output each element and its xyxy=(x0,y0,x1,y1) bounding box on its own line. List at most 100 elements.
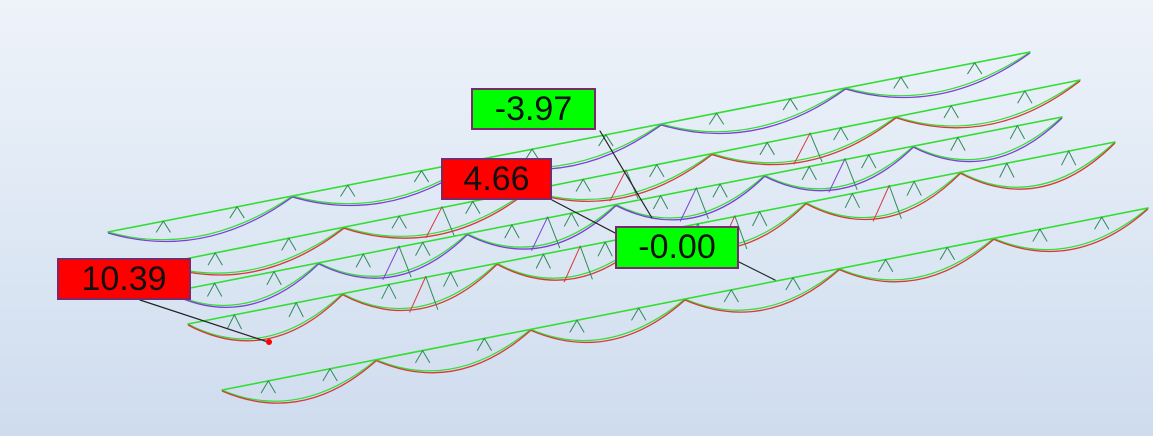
web-member xyxy=(967,62,976,75)
web-member xyxy=(450,271,459,287)
web-member xyxy=(267,380,276,394)
deformed-arc xyxy=(764,146,914,192)
web-member xyxy=(712,183,721,198)
deformed-arc xyxy=(913,117,1063,163)
web-member xyxy=(162,220,171,233)
web-member xyxy=(660,195,669,210)
bottom-chord-arc xyxy=(993,207,1149,251)
web-member xyxy=(472,200,481,214)
bottom-chord-arc xyxy=(467,204,617,248)
result-label-center[interactable]: -0.00 xyxy=(615,226,739,269)
bottom-chord-arc xyxy=(169,262,320,307)
web-member xyxy=(913,180,922,196)
web-member xyxy=(575,178,584,192)
web-member xyxy=(1068,150,1077,166)
web-member xyxy=(281,237,290,251)
web-member xyxy=(851,193,860,208)
web-member xyxy=(542,253,551,269)
web-member xyxy=(420,170,429,183)
web-member xyxy=(207,252,216,266)
deformed-arc xyxy=(960,142,1116,190)
web-member xyxy=(569,319,578,333)
web-member xyxy=(582,178,591,192)
leader-line-center xyxy=(738,261,776,281)
bottom-chord-arc xyxy=(895,79,1081,127)
web-member xyxy=(649,164,658,178)
deformed-arc xyxy=(318,234,468,279)
result-label-top[interactable]: -3.97 xyxy=(471,88,596,130)
web-member xyxy=(950,136,959,151)
diagonal-web xyxy=(441,206,455,236)
deformed-arc xyxy=(467,205,617,250)
web-member xyxy=(885,259,894,272)
web-member xyxy=(362,253,371,268)
web-member xyxy=(808,166,817,180)
web-member xyxy=(288,302,297,318)
web-member xyxy=(207,282,216,297)
web-member xyxy=(563,212,572,227)
bottom-chord-arc xyxy=(711,116,897,164)
web-member xyxy=(422,241,431,256)
web-member xyxy=(226,314,235,330)
web-member xyxy=(236,206,245,219)
web-member xyxy=(340,184,349,197)
diagonal-web xyxy=(579,245,593,280)
web-member xyxy=(939,246,948,260)
bottom-chord-arc xyxy=(221,359,377,402)
bottom-chord-arc xyxy=(684,268,840,311)
web-member xyxy=(1024,90,1033,104)
deformed-arc xyxy=(527,154,713,203)
bottom-chord-arc xyxy=(318,233,468,277)
web-member xyxy=(716,112,725,125)
diagonal-web xyxy=(609,169,627,202)
web-member xyxy=(415,241,424,256)
diagonal-web xyxy=(809,132,823,163)
web-member xyxy=(1094,216,1103,230)
web-member xyxy=(443,271,452,287)
deformed-arc xyxy=(845,52,1031,99)
web-member xyxy=(1009,125,1018,140)
diagonal-web xyxy=(872,185,890,222)
deformed-arc xyxy=(530,299,686,344)
bottom-chord-arc xyxy=(839,237,995,281)
bottom-chord-arc xyxy=(376,328,532,372)
web-member xyxy=(214,252,223,266)
diagonal-web xyxy=(828,158,846,193)
deformed-arc xyxy=(615,175,766,221)
web-member xyxy=(598,134,607,147)
web-member xyxy=(999,162,1008,178)
web-member xyxy=(511,224,520,239)
web-member xyxy=(1039,228,1048,242)
result-label-mid[interactable]: 4.66 xyxy=(441,158,552,200)
web-member xyxy=(465,200,474,214)
web-member xyxy=(391,215,400,229)
diagonal-web xyxy=(398,245,412,278)
bottom-chord-arc xyxy=(527,153,713,201)
deformed-arc xyxy=(895,80,1081,129)
web-member xyxy=(656,164,665,178)
web-member xyxy=(347,184,356,197)
web-member xyxy=(483,337,492,351)
web-member xyxy=(229,206,238,219)
deformed-arc xyxy=(805,172,961,221)
node-marker[interactable] xyxy=(266,339,272,345)
diagonal-web xyxy=(679,187,697,222)
bottom-chord-arc xyxy=(913,116,1063,161)
web-member xyxy=(631,307,640,321)
web-member xyxy=(789,98,798,111)
web-member xyxy=(974,62,983,75)
web-member xyxy=(504,224,513,239)
bottom-chord-arc xyxy=(805,171,961,219)
web-member xyxy=(329,368,338,382)
web-member xyxy=(1101,216,1110,230)
web-member xyxy=(719,183,728,198)
diagonal-web xyxy=(793,132,811,165)
deformed-arc xyxy=(169,263,320,309)
result-label-left[interactable]: 10.39 xyxy=(57,258,191,300)
bottom-chord-arc xyxy=(661,87,846,133)
diagonal-web xyxy=(531,216,549,251)
deformed-arc xyxy=(107,196,293,243)
web-member xyxy=(1032,228,1041,242)
